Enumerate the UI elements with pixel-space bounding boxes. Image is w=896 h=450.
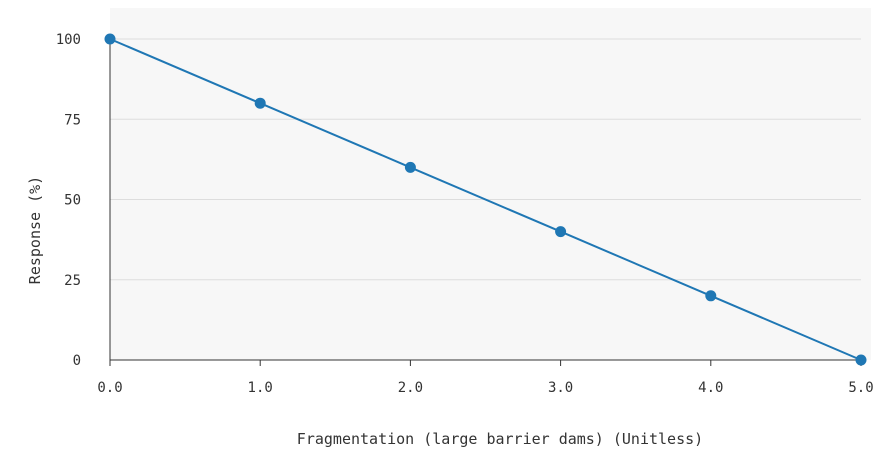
data-point	[855, 354, 867, 366]
series-line	[109, 38, 862, 361]
x-axis-title: Fragmentation (large barrier dams) (Unit…	[297, 430, 703, 448]
x-tick-label: 3.0	[548, 380, 573, 396]
y-tick-label: 0	[73, 353, 81, 369]
y-tick-label: 50	[64, 193, 81, 209]
y-tick-label: 75	[64, 112, 81, 128]
y-axis-title: Response (%)	[26, 176, 44, 284]
y-tick-labels: 0 25 50 75 100	[56, 32, 81, 369]
x-tick-label: 0.0	[97, 380, 122, 396]
x-tick-label: 2.0	[398, 380, 423, 396]
y-tick-label: 25	[64, 273, 81, 289]
series-layer	[104, 33, 867, 366]
axes	[109, 35, 863, 361]
data-point	[254, 97, 266, 109]
data-point	[555, 226, 567, 238]
data-point	[404, 161, 416, 173]
data-point	[104, 33, 116, 45]
y-tick-label: 100	[56, 32, 81, 48]
x-tick-label: 5.0	[848, 380, 873, 396]
x-tick-labels: 0.0 1.0 2.0 3.0 4.0 5.0	[97, 360, 874, 396]
grid-lines	[110, 38, 861, 281]
data-point	[705, 290, 717, 302]
x-tick-label: 4.0	[698, 380, 723, 396]
plot-background	[110, 8, 871, 360]
x-tick-label: 1.0	[248, 380, 273, 396]
